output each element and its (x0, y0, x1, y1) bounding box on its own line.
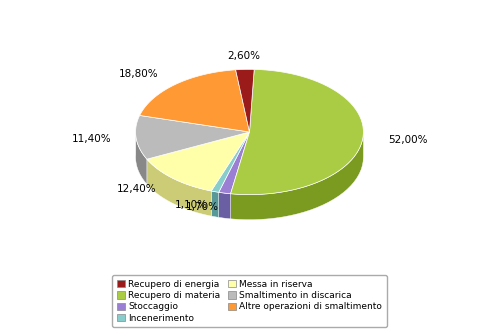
Polygon shape (219, 192, 231, 219)
Polygon shape (136, 129, 147, 184)
Text: 18,80%: 18,80% (119, 69, 159, 79)
Polygon shape (147, 159, 211, 216)
Legend: Recupero di energia, Recupero di materia, Stoccaggio, Incenerimento, Messa in ri: Recupero di energia, Recupero di materia… (112, 275, 387, 327)
Text: 11,40%: 11,40% (71, 134, 111, 144)
Text: 1,70%: 1,70% (186, 202, 219, 212)
Text: 2,60%: 2,60% (228, 51, 260, 61)
Text: 12,40%: 12,40% (117, 184, 157, 194)
Polygon shape (147, 132, 250, 191)
Polygon shape (211, 132, 250, 192)
Polygon shape (140, 70, 250, 132)
Polygon shape (231, 132, 363, 220)
Polygon shape (136, 116, 250, 159)
Text: 52,00%: 52,00% (388, 135, 427, 145)
Polygon shape (219, 132, 250, 194)
Polygon shape (231, 69, 363, 195)
Polygon shape (236, 69, 254, 132)
Text: 1,10%: 1,10% (174, 200, 208, 210)
Polygon shape (211, 191, 219, 217)
